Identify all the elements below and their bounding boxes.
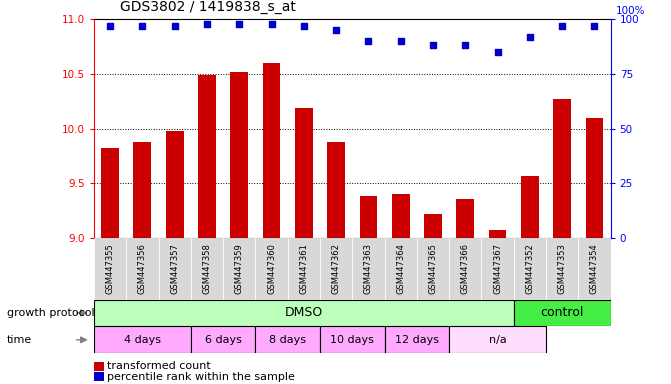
- Bar: [392, 194, 409, 238]
- Bar: [191, 326, 256, 353]
- Point: [557, 23, 568, 29]
- Text: GSM447355: GSM447355: [105, 243, 115, 294]
- Point: [395, 38, 406, 44]
- Bar: [158, 238, 191, 300]
- Text: percentile rank within the sample: percentile rank within the sample: [107, 372, 295, 382]
- Text: GSM447365: GSM447365: [429, 243, 437, 294]
- Bar: [94, 300, 514, 326]
- Bar: [449, 238, 482, 300]
- Bar: [546, 238, 578, 300]
- Point: [201, 20, 212, 26]
- Text: GSM447352: GSM447352: [525, 243, 534, 294]
- Bar: [94, 326, 191, 353]
- Text: GSM447357: GSM447357: [170, 243, 179, 294]
- Bar: [514, 300, 611, 326]
- Point: [299, 23, 309, 29]
- Text: 4 days: 4 days: [124, 335, 161, 345]
- Text: GSM447362: GSM447362: [331, 243, 341, 294]
- Bar: [384, 326, 449, 353]
- Text: time: time: [7, 335, 32, 345]
- Bar: [578, 238, 611, 300]
- Bar: [384, 238, 417, 300]
- Bar: [230, 72, 248, 238]
- Bar: [327, 142, 345, 238]
- Bar: [166, 131, 184, 238]
- Bar: [352, 238, 384, 300]
- Bar: [126, 238, 158, 300]
- Bar: [482, 238, 514, 300]
- Bar: [488, 230, 507, 238]
- Text: GDS3802 / 1419838_s_at: GDS3802 / 1419838_s_at: [120, 0, 296, 14]
- Text: GSM447361: GSM447361: [299, 243, 309, 294]
- Point: [105, 23, 115, 29]
- Bar: [320, 326, 384, 353]
- Text: GSM447359: GSM447359: [235, 243, 244, 294]
- Text: 12 days: 12 days: [395, 335, 439, 345]
- Text: GSM447358: GSM447358: [203, 243, 211, 294]
- Text: GSM447363: GSM447363: [364, 243, 373, 294]
- Point: [169, 23, 180, 29]
- Bar: [101, 148, 119, 238]
- Point: [493, 49, 503, 55]
- Bar: [417, 238, 449, 300]
- Text: DMSO: DMSO: [285, 306, 323, 319]
- Bar: [586, 118, 603, 238]
- Text: GSM447360: GSM447360: [267, 243, 276, 294]
- Point: [427, 42, 438, 48]
- Text: GSM447366: GSM447366: [461, 243, 470, 294]
- Bar: [521, 176, 539, 238]
- Bar: [262, 63, 280, 238]
- Text: GSM447354: GSM447354: [590, 243, 599, 294]
- Bar: [256, 326, 320, 353]
- Bar: [94, 238, 126, 300]
- Text: GSM447364: GSM447364: [396, 243, 405, 294]
- Bar: [288, 238, 320, 300]
- Bar: [456, 199, 474, 238]
- Bar: [320, 238, 352, 300]
- Text: 10 days: 10 days: [330, 335, 374, 345]
- Bar: [554, 99, 571, 238]
- Point: [363, 38, 374, 44]
- Bar: [191, 238, 223, 300]
- Text: 100%: 100%: [616, 7, 646, 17]
- Text: 8 days: 8 days: [269, 335, 306, 345]
- Bar: [134, 142, 151, 238]
- Point: [331, 27, 342, 33]
- Text: control: control: [540, 306, 584, 319]
- Text: GSM447367: GSM447367: [493, 243, 502, 294]
- Bar: [198, 75, 216, 238]
- Point: [137, 23, 148, 29]
- Text: GSM447356: GSM447356: [138, 243, 147, 294]
- Point: [266, 20, 277, 26]
- Bar: [223, 238, 256, 300]
- Text: GSM447353: GSM447353: [558, 243, 567, 294]
- Bar: [360, 197, 377, 238]
- Bar: [295, 108, 313, 238]
- Text: transformed count: transformed count: [107, 361, 211, 371]
- Bar: [256, 238, 288, 300]
- Bar: [514, 238, 546, 300]
- Point: [525, 34, 535, 40]
- Bar: [424, 214, 442, 238]
- Text: n/a: n/a: [488, 335, 507, 345]
- Bar: [449, 326, 546, 353]
- Point: [460, 42, 470, 48]
- Text: growth protocol: growth protocol: [7, 308, 95, 318]
- Point: [589, 23, 600, 29]
- Point: [234, 20, 245, 26]
- Text: 6 days: 6 days: [205, 335, 242, 345]
